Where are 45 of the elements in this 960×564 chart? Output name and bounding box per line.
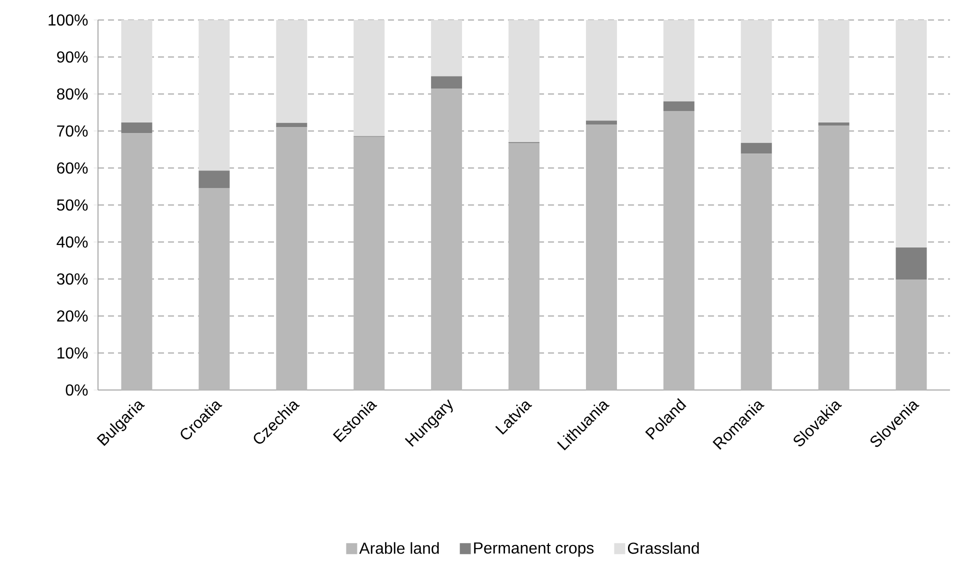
bar [431,20,462,76]
bar [818,125,850,390]
bar [740,154,772,390]
legend-label: Grassland [628,542,699,554]
y-tick-label: 0% [66,384,88,396]
bar [431,76,462,88]
y-tick-label: 10% [58,347,88,359]
bar [354,20,385,136]
bar [198,20,230,171]
bar [818,20,850,122]
bar [586,120,617,125]
y-tick-label: 80% [57,88,88,100]
y-tick-label: 60% [57,162,88,174]
legend-label: Permanent crops [474,542,594,557]
bar [896,20,927,248]
y-tick-label: 40% [56,236,88,248]
bar [121,122,152,134]
y-tick-label: 70% [57,125,88,137]
bar [896,248,927,280]
bar [276,20,308,123]
bar [508,143,540,390]
bar [740,142,772,154]
y-tick-label: 20% [57,310,88,322]
bar [508,20,540,142]
bar [121,133,152,390]
bar [586,20,617,121]
bar [740,20,772,143]
bar [431,88,462,390]
bar [663,101,694,112]
bar [663,20,694,102]
legend-label: Arable land [359,542,439,554]
bar [354,136,385,390]
bar [121,20,152,122]
y-tick-label: 50% [56,199,88,211]
y-tick-label: 30% [56,273,88,285]
y-tick-label: 100% [48,14,88,26]
bar [198,170,230,188]
y-tick-label: 90% [57,51,88,63]
bar [663,111,694,390]
bar [276,127,308,390]
bar [818,122,850,126]
bar [586,124,617,390]
bar [198,188,230,390]
bar [276,122,308,128]
bar [896,280,927,390]
